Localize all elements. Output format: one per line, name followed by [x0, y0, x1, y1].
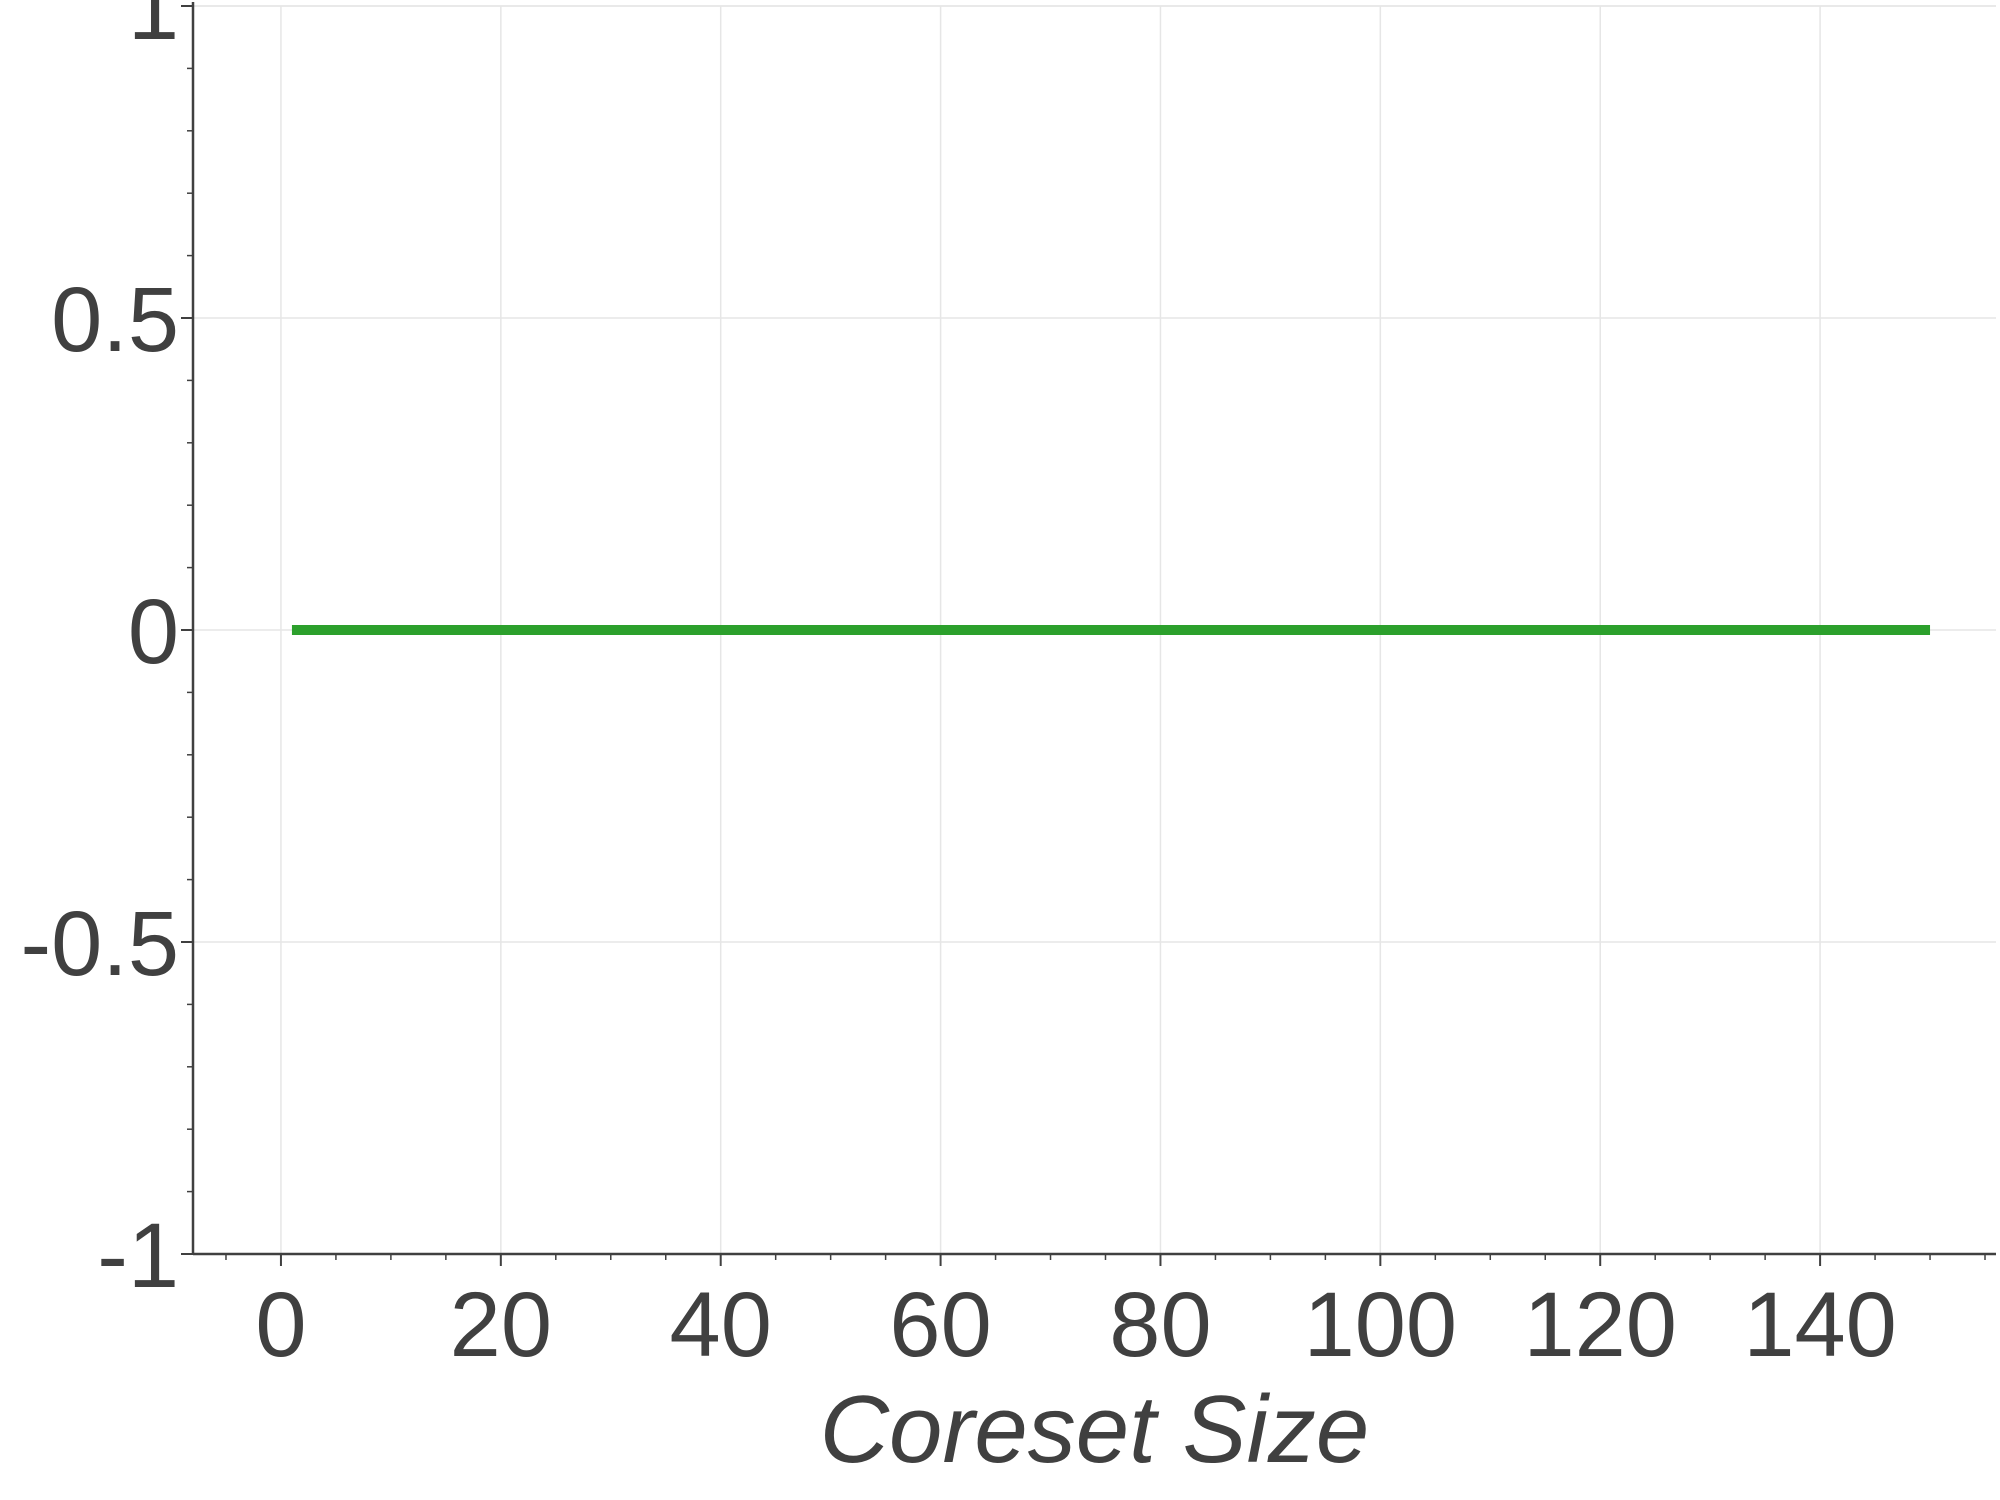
- x-tick-label-5: 100: [1304, 1274, 1458, 1376]
- x-tick-label-6: 120: [1523, 1274, 1677, 1376]
- x-tick-label-4: 80: [1109, 1274, 1211, 1376]
- y-tick-label-3: 0.5: [51, 269, 179, 371]
- y-tick-label-0: -1: [97, 1205, 179, 1307]
- x-tick-label-3: 60: [889, 1274, 991, 1376]
- x-tick-label-2: 40: [670, 1274, 772, 1376]
- y-tick-label-4: 1: [128, 0, 179, 59]
- x-tick-label-7: 140: [1743, 1274, 1897, 1376]
- x-axis-title: Coreset Size: [820, 1376, 1370, 1483]
- x-tick-label-1: 20: [450, 1274, 552, 1376]
- tick-labels: 0 20 40 60 80 100 120 140 -1 -0.5 0 0.5 1: [20, 0, 1896, 1376]
- y-tick-label-2: 0: [128, 581, 179, 683]
- axes: [181, 2, 1996, 1266]
- y-tick-label-1: -0.5: [20, 893, 179, 995]
- x-tick-label-0: 0: [255, 1274, 306, 1376]
